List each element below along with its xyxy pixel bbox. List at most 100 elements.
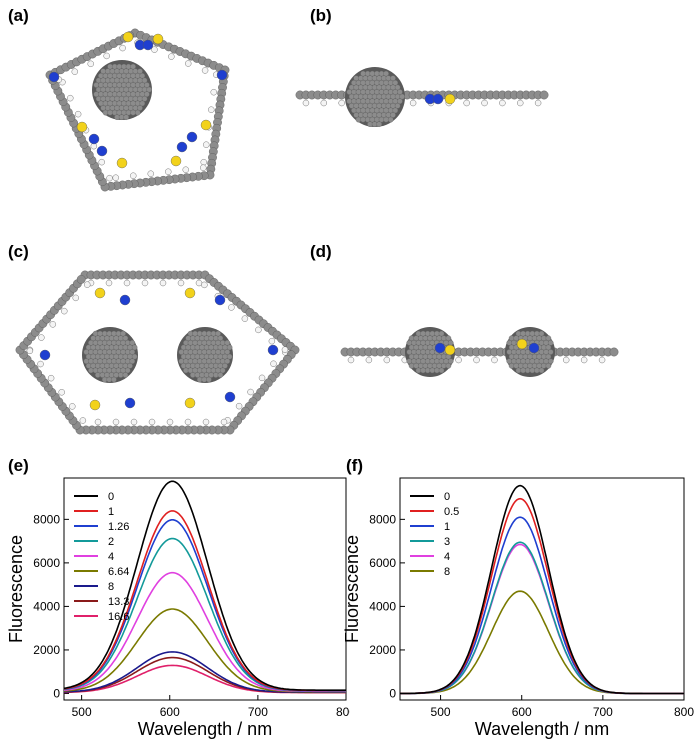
hydrogen-atom (200, 159, 207, 166)
hydrogen-atom (165, 168, 172, 175)
sulfur-atom (444, 344, 456, 356)
molecule-pentagon-side-view (295, 67, 549, 127)
nitrogen-atom (216, 69, 228, 81)
hydrogen-atom (184, 418, 192, 426)
y-tick-label: 6000 (33, 556, 60, 570)
hydrogen-atom (383, 356, 391, 364)
hydrogen-atom (534, 99, 542, 107)
hydrogen-atom (67, 94, 74, 102)
hydrogen-atom (247, 388, 254, 396)
hydrogen-atom (517, 99, 524, 107)
sulfur-atom (122, 31, 134, 43)
hydrogen-atom (473, 356, 480, 364)
sulfur-atom (200, 119, 212, 131)
hydrogen-atom (61, 307, 68, 315)
hydrogen-atom (338, 99, 345, 107)
sulfur-atom (94, 287, 106, 299)
hydrogen-atom (200, 164, 207, 171)
hydrogen-atom (562, 356, 570, 364)
hydrogen-atom (208, 106, 215, 113)
hydrogen-atom (463, 99, 470, 107)
nitrogen-atom (88, 133, 100, 145)
hydrogen-atom (499, 99, 506, 107)
sulfur-atom (516, 338, 528, 350)
sulfur-atom (170, 155, 182, 167)
sulfur-atom (184, 397, 196, 409)
sulfur-atom (89, 399, 101, 411)
y-tick-label: 2000 (33, 643, 60, 657)
plot-frame (399, 477, 685, 701)
x-axis-label: Wavelength / nm (475, 719, 609, 739)
hydrogen-atom (228, 304, 235, 311)
x-tick-label: 600 (512, 705, 532, 719)
hydrogen-atom (220, 418, 228, 426)
x-tick-label: 700 (593, 705, 613, 719)
y-tick-label: 6000 (369, 556, 396, 570)
legend-label-1: 1 (444, 521, 450, 533)
fullerene (505, 327, 555, 377)
carbon-atom (76, 275, 86, 284)
hydrogen-atom (94, 418, 102, 426)
fullerene (82, 327, 138, 383)
hydrogen-atom (365, 356, 373, 364)
hydrogen-atom (177, 279, 185, 287)
carbon-atom (539, 90, 549, 100)
hydrogen-atom (202, 418, 210, 426)
panel-label-c: (c) (8, 242, 29, 261)
hydrogen-atom (49, 321, 57, 328)
hydrogen-atom (195, 279, 203, 287)
hydrogen-atom (201, 281, 208, 289)
sulfur-atom (184, 287, 196, 299)
hydrogen-atom (26, 347, 34, 355)
fullerene (345, 67, 405, 127)
legend-label-6.64: 6.64 (108, 566, 129, 578)
nitrogen-atom (434, 342, 446, 354)
hydrogen-atom (148, 418, 156, 426)
hydrogen-atom (168, 53, 175, 60)
hydrogen-atom (255, 326, 262, 334)
hydrogen-atom (47, 374, 55, 382)
hydrogen-atom (268, 337, 276, 345)
y-tick-label: 8000 (33, 512, 60, 526)
panel-label-e: (e) (8, 456, 29, 475)
legend-label-0: 0 (444, 491, 450, 503)
nitrogen-atom (39, 349, 51, 361)
hydrogen-atom (166, 418, 174, 426)
fluorescence-chart-f: 0 2000 4000 6000 8000 500 600 700 800 Wavelength … (342, 477, 694, 739)
series-line-1 (400, 516, 684, 695)
hydrogen-atom (79, 417, 87, 424)
y-tick-label: 8000 (369, 512, 396, 526)
hydrogen-atom (455, 356, 462, 364)
sulfur-atom (76, 121, 88, 133)
y-axis-label: Fluorescence (6, 535, 26, 643)
hydrogen-atom (106, 174, 113, 182)
x-tick-label: 800 (674, 705, 694, 719)
y-axis-label: Fluorescence (342, 535, 362, 643)
hydrogen-atom (71, 68, 78, 75)
legend-label-4: 4 (108, 551, 114, 563)
legend-label-4: 4 (444, 551, 450, 563)
sulfur-atom (444, 93, 456, 105)
legend-label-13.3: 13.3 (108, 596, 129, 608)
plot-frame (63, 477, 347, 701)
nitrogen-atom (48, 71, 60, 83)
hydrogen-atom (302, 99, 310, 107)
y-tick-label: 0 (389, 686, 396, 700)
y-tick-label: 0 (53, 686, 60, 700)
hydrogen-atom (105, 279, 113, 287)
hydrogen-atom (151, 46, 158, 53)
panel-label-b: (b) (310, 6, 332, 25)
hydrogen-atom (598, 356, 606, 364)
panel-label-f: (f) (346, 456, 363, 475)
x-axis-label: Wavelength / nm (138, 719, 272, 739)
fluorescence-chart-e: 0 2000 4000 6000 8000 500 600 700 800 Wavelength … (6, 477, 350, 739)
series-line-6.64 (64, 608, 346, 693)
hydrogen-atom (185, 60, 192, 67)
hydrogen-atom (281, 346, 289, 353)
hydrogen-atom (112, 418, 120, 426)
hydrogen-atom (38, 334, 45, 341)
hydrogen-atom (69, 403, 76, 410)
nitrogen-atom (119, 294, 131, 306)
legend-label-1: 1 (108, 506, 114, 518)
hydrogen-atom (210, 89, 217, 96)
